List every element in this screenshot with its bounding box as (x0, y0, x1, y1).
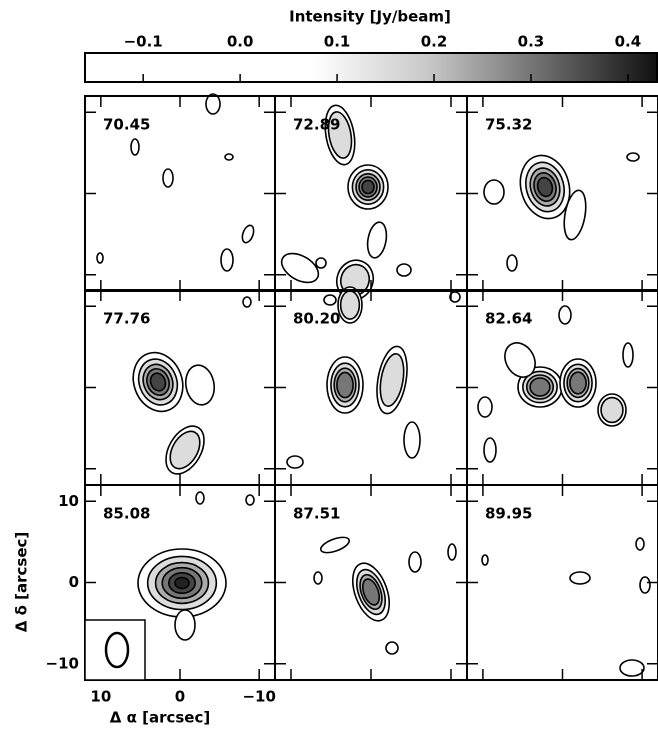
emission-contour (397, 264, 411, 276)
velocity-label: 70.45 (103, 116, 150, 134)
emission-contour (175, 610, 195, 640)
x-tick-label: 0 (175, 688, 185, 706)
emission-contour (507, 255, 517, 271)
emission-contour (559, 306, 571, 324)
emission-contour (386, 642, 398, 654)
colorbar-tick-label: −0.1 (124, 33, 163, 51)
emission-contour (225, 154, 233, 160)
colorbar-label: Intensity [Jy/beam] (289, 8, 451, 26)
emission-contour (277, 248, 324, 289)
emission-contour (362, 180, 374, 193)
velocity-label: 80.20 (293, 310, 340, 328)
emission-contour (316, 258, 326, 268)
emission-contour (530, 378, 550, 396)
velocity-label: 75.32 (485, 116, 532, 134)
velocity-label: 82.64 (485, 310, 532, 328)
emission-contour (448, 544, 456, 560)
emission-contour (623, 343, 633, 367)
colorbar-tick-label: 0.0 (227, 33, 254, 51)
emission-contour (221, 249, 233, 271)
emission-contour (484, 180, 504, 204)
emission-contour (240, 224, 256, 244)
emission-contour (620, 660, 644, 676)
emission-contour (131, 139, 139, 155)
colorbar-tick-label: 0.2 (421, 33, 448, 51)
emission-contour (601, 398, 623, 423)
emission-contour (377, 352, 408, 408)
x-axis-label: Δ α [arcsec] (110, 709, 210, 727)
emission-contour (246, 495, 254, 505)
colorbar-tick-label: 0.1 (324, 33, 351, 51)
emission-contour (175, 578, 189, 589)
y-tick-label: −10 (46, 654, 79, 672)
emission-contour (570, 372, 586, 394)
emission-contour (627, 153, 639, 161)
beam-box (85, 620, 145, 680)
velocity-label: 89.95 (485, 505, 532, 523)
emission (97, 94, 650, 676)
emission-contour (636, 538, 644, 550)
velocity-label: 77.76 (103, 310, 150, 328)
emission-contour (640, 577, 650, 593)
emission-contour (97, 253, 103, 263)
emission-contour (196, 492, 204, 504)
velocity-label: 87.51 (293, 505, 340, 523)
velocity-label: 85.08 (103, 505, 150, 523)
emission-contour (341, 291, 360, 319)
emission-contour (409, 552, 421, 572)
x-tick-label: 10 (90, 688, 111, 706)
colorbar (85, 53, 657, 82)
emission-contour (570, 572, 590, 584)
colorbar-tick-label: 0.4 (615, 33, 642, 51)
emission-contour (163, 169, 173, 187)
emission-contour (319, 534, 351, 556)
emission-contour (183, 363, 218, 407)
emission-contour (478, 397, 492, 417)
y-tick-label: 0 (69, 573, 79, 591)
emission-contour (482, 555, 488, 565)
colorbar-tick-label: 0.3 (518, 33, 545, 51)
emission-contour (484, 438, 496, 462)
emission-contour (287, 456, 303, 468)
velocity-label: 72.89 (293, 116, 340, 134)
emission-contour (365, 221, 389, 260)
emission-contour (324, 295, 336, 305)
x-tick-label: −10 (242, 688, 275, 706)
y-axis-label: Δ δ [arcsec] (13, 532, 31, 632)
emission-contour (337, 372, 353, 397)
figure: Intensity [Jy/beam] 70.45 72.89 75.32 77.76… (0, 0, 658, 734)
emission-contour (404, 422, 420, 458)
y-tick-label: 10 (58, 492, 79, 510)
emission-contour (243, 297, 251, 307)
emission-contour (314, 572, 322, 584)
